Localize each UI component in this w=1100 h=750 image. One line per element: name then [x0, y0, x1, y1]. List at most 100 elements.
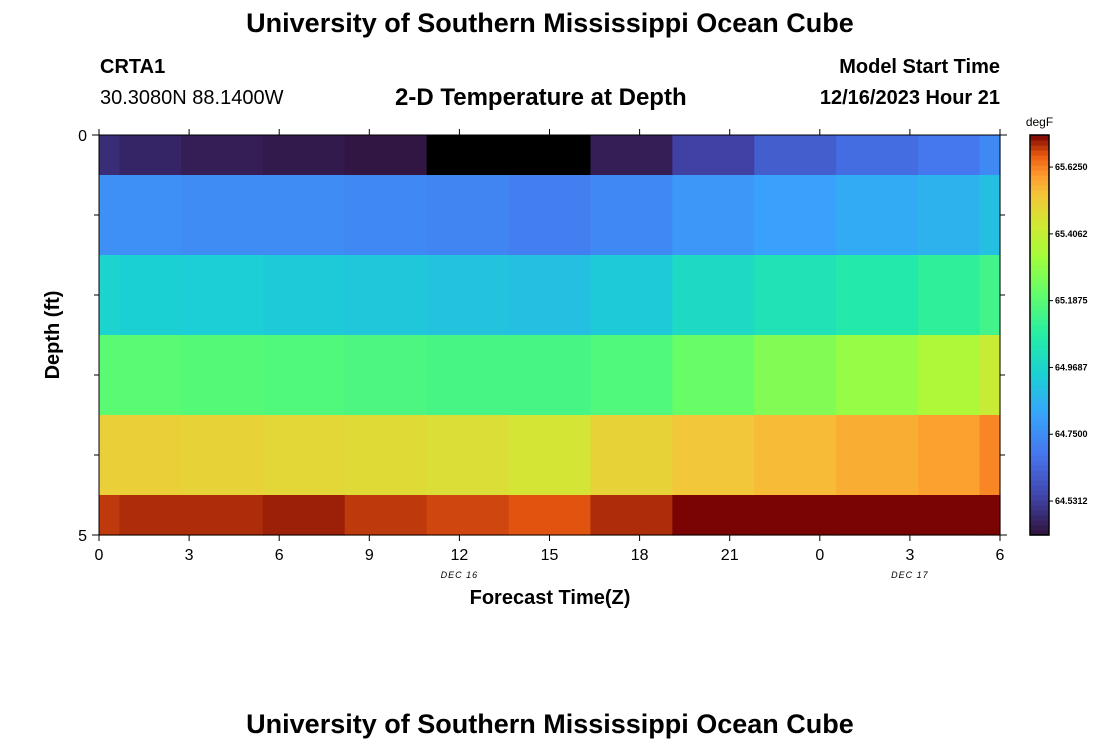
heatmap-cell	[979, 175, 1001, 256]
heatmap-cell	[180, 175, 264, 256]
colorbar-segment	[1030, 230, 1049, 236]
heatmap-cell	[672, 335, 755, 416]
colorbar-tick-label: 64.7500	[1055, 429, 1088, 439]
colorbar-segment	[1030, 270, 1049, 276]
colorbar-segment	[1030, 480, 1049, 486]
colorbar-segment	[1030, 305, 1049, 311]
heatmap-cell	[508, 175, 592, 256]
colorbar-segment	[1030, 240, 1049, 246]
colorbar-segment	[1030, 365, 1049, 371]
heatmap-cell	[99, 415, 121, 496]
heatmap-cell	[590, 135, 673, 176]
colorbar-segment	[1030, 255, 1049, 261]
heatmap-cell	[754, 135, 837, 176]
colorbar-segment	[1030, 160, 1049, 166]
heatmap-cell	[672, 255, 755, 336]
heatmap-cell	[119, 335, 182, 416]
heatmap-cell	[918, 255, 981, 336]
heatmap-cell	[836, 255, 919, 336]
colorbar-segment	[1030, 245, 1049, 251]
heatmap-cell	[918, 495, 981, 536]
model-start-label: Model Start Time	[839, 56, 1000, 78]
heatmap-cell	[180, 495, 264, 536]
date-label: DEC 16	[441, 570, 479, 580]
colorbar-segment	[1030, 215, 1049, 221]
heatmap-cell	[979, 415, 1001, 496]
colorbar-frame	[1029, 134, 1050, 536]
heatmap-cell	[262, 255, 346, 336]
x-tick-label: 9	[365, 547, 374, 564]
x-tick-label: 21	[721, 547, 739, 564]
heatmap-cell	[590, 335, 673, 416]
heatmap-cell	[344, 495, 428, 536]
colorbar-segment	[1030, 515, 1049, 521]
station-id: CRTA1	[100, 56, 166, 78]
heatmap-cell	[99, 495, 121, 536]
colorbar-segment	[1030, 285, 1049, 291]
heatmap-cell	[180, 135, 264, 176]
heatmap-cell	[426, 335, 510, 416]
colorbar-segment	[1030, 410, 1049, 416]
colorbar-segment	[1030, 405, 1049, 411]
colorbar-segment	[1030, 470, 1049, 476]
colorbar-segment	[1030, 190, 1049, 196]
heatmap-cell	[262, 175, 346, 256]
colorbar-segment	[1030, 455, 1049, 461]
colorbar-segment	[1030, 140, 1049, 146]
heatmap-cell	[99, 255, 121, 336]
heatmap-cell	[590, 495, 673, 536]
heatmap-cell	[344, 135, 428, 176]
colorbar-segment	[1030, 145, 1049, 151]
heatmap-cell	[344, 415, 428, 496]
colorbar-tick-label: 64.9687	[1055, 362, 1088, 372]
colorbar-tick-label: 65.1875	[1055, 296, 1088, 306]
heatmap-cell	[672, 495, 755, 536]
date-label: DEC 17	[891, 570, 929, 580]
heatmap-cell	[918, 175, 981, 256]
x-tick-label: 6	[996, 547, 1005, 564]
heatmap-cell	[979, 135, 1001, 176]
colorbar-segment	[1030, 335, 1049, 341]
station-coordinates: 30.3080N 88.1400W	[100, 87, 284, 109]
colorbar-segment	[1030, 460, 1049, 466]
x-tick-label: 0	[95, 547, 104, 564]
x-tick-label: 0	[815, 547, 824, 564]
colorbar-segment	[1030, 300, 1049, 306]
heatmap-cell	[508, 255, 592, 336]
colorbar-segment	[1030, 475, 1049, 481]
colorbar-segment	[1030, 370, 1049, 376]
heatmap-cell	[508, 415, 592, 496]
heatmap-cell	[918, 335, 981, 416]
heatmap-cell	[99, 335, 121, 416]
heatmap-cell	[262, 415, 346, 496]
heatmap-cell	[672, 135, 755, 176]
heatmap-cell	[672, 175, 755, 256]
colorbar-segment	[1030, 390, 1049, 396]
heatmap-cell	[262, 335, 346, 416]
colorbar-segment	[1030, 205, 1049, 211]
colorbar-segment	[1030, 180, 1049, 186]
x-tick-label: 3	[905, 547, 914, 564]
temperature-depth-chart: 0 3 6 9 12 15 18 21 0 3 6 05 DEC 16 DEC 17 Forecast…	[42, 115, 1088, 609]
colorbar-segment	[1030, 340, 1049, 346]
footer-title: University of Southern Mississippi Ocean…	[246, 709, 854, 739]
colorbar-segment	[1030, 290, 1049, 296]
x-tick-label: 12	[451, 547, 469, 564]
heatmap-cell	[672, 415, 755, 496]
heatmap-cell	[508, 495, 592, 536]
colorbar-segment	[1030, 385, 1049, 391]
colorbar-segment	[1030, 395, 1049, 401]
colorbar-segment	[1030, 280, 1049, 286]
colorbar-segment	[1030, 415, 1049, 421]
heatmap-cell	[426, 255, 510, 336]
heatmap-cell	[426, 135, 510, 176]
colorbar-segment	[1030, 465, 1049, 471]
colorbar-segment	[1030, 275, 1049, 281]
heatmap-cell	[918, 135, 981, 176]
heatmap-cell	[979, 335, 1001, 416]
heatmap-cell	[754, 415, 837, 496]
colorbar-segment	[1030, 375, 1049, 381]
heatmap-cell	[836, 135, 919, 176]
heatmap-cell	[119, 495, 182, 536]
colorbar-segment	[1030, 355, 1049, 361]
